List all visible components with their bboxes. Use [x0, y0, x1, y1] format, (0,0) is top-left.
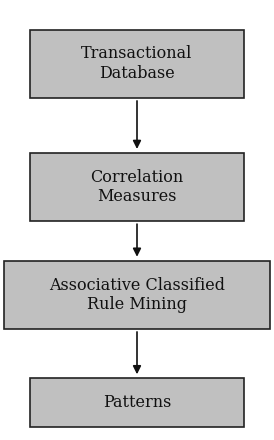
Text: Patterns: Patterns: [103, 394, 171, 411]
FancyBboxPatch shape: [4, 260, 270, 329]
FancyBboxPatch shape: [30, 29, 244, 98]
Text: Transactional
Database: Transactional Database: [81, 45, 193, 82]
FancyBboxPatch shape: [30, 153, 244, 221]
FancyBboxPatch shape: [30, 378, 244, 427]
Text: Associative Classified
Rule Mining: Associative Classified Rule Mining: [49, 276, 225, 313]
Text: Correlation
Measures: Correlation Measures: [90, 169, 184, 205]
